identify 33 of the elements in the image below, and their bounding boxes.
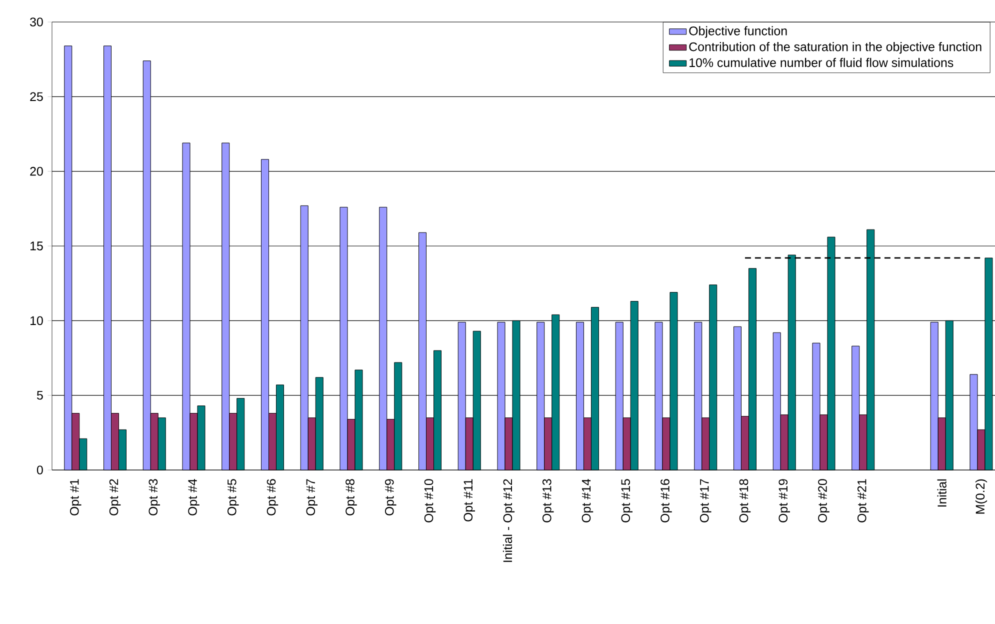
x-tick-label: Opt #3: [148, 479, 160, 516]
x-tick-label: Opt #16: [660, 479, 672, 522]
x-tick-label: Opt #5: [227, 479, 239, 516]
x-tick-label: Opt #7: [306, 479, 318, 516]
x-tick-label: Opt #6: [266, 479, 278, 516]
x-tick-label: Opt #1: [70, 479, 82, 516]
y-tick-label: 10: [30, 316, 43, 326]
x-tick-label: Initial - Opt #12: [502, 479, 515, 562]
y-tick-label: 0: [36, 466, 43, 474]
x-tick-label: Opt #17: [700, 479, 712, 522]
x-tick-label: Opt #4: [188, 478, 200, 516]
x-tick-label: Opt #21: [857, 479, 869, 522]
legend-label: Objective function: [689, 26, 787, 38]
x-tick-label: Opt #20: [818, 479, 830, 522]
x-tick-label: Opt #9: [384, 479, 396, 516]
y-tick-label: 5: [36, 390, 43, 400]
x-tick-label: Opt #15: [621, 479, 632, 522]
x-tick-label: Opt #14: [582, 478, 594, 522]
x-tick-label: Initial: [937, 479, 946, 507]
x-tick-label: Opt #8: [346, 479, 357, 516]
x-tick-label: Opt #18: [739, 479, 751, 522]
y-tick-label: 25: [30, 92, 43, 102]
y-tick-label: 20: [30, 166, 43, 176]
x-tick-label: Opt #13: [542, 479, 554, 522]
x-tick-label: Opt #2: [109, 479, 121, 516]
x-tick-label: Opt #10: [424, 479, 436, 522]
legend-label: Contribution of the saturation in the objective function: [689, 42, 982, 54]
legend-label: 10% cumulative number of fluid flow simulations: [690, 58, 954, 68]
x-tick-label: Opt #11: [464, 479, 475, 522]
y-tick-label: 15: [30, 242, 43, 250]
x-tick-label: Opt #19: [778, 479, 790, 522]
y-tick-label: 30: [30, 18, 43, 26]
x-tick-label: M(0.2): [975, 479, 988, 514]
